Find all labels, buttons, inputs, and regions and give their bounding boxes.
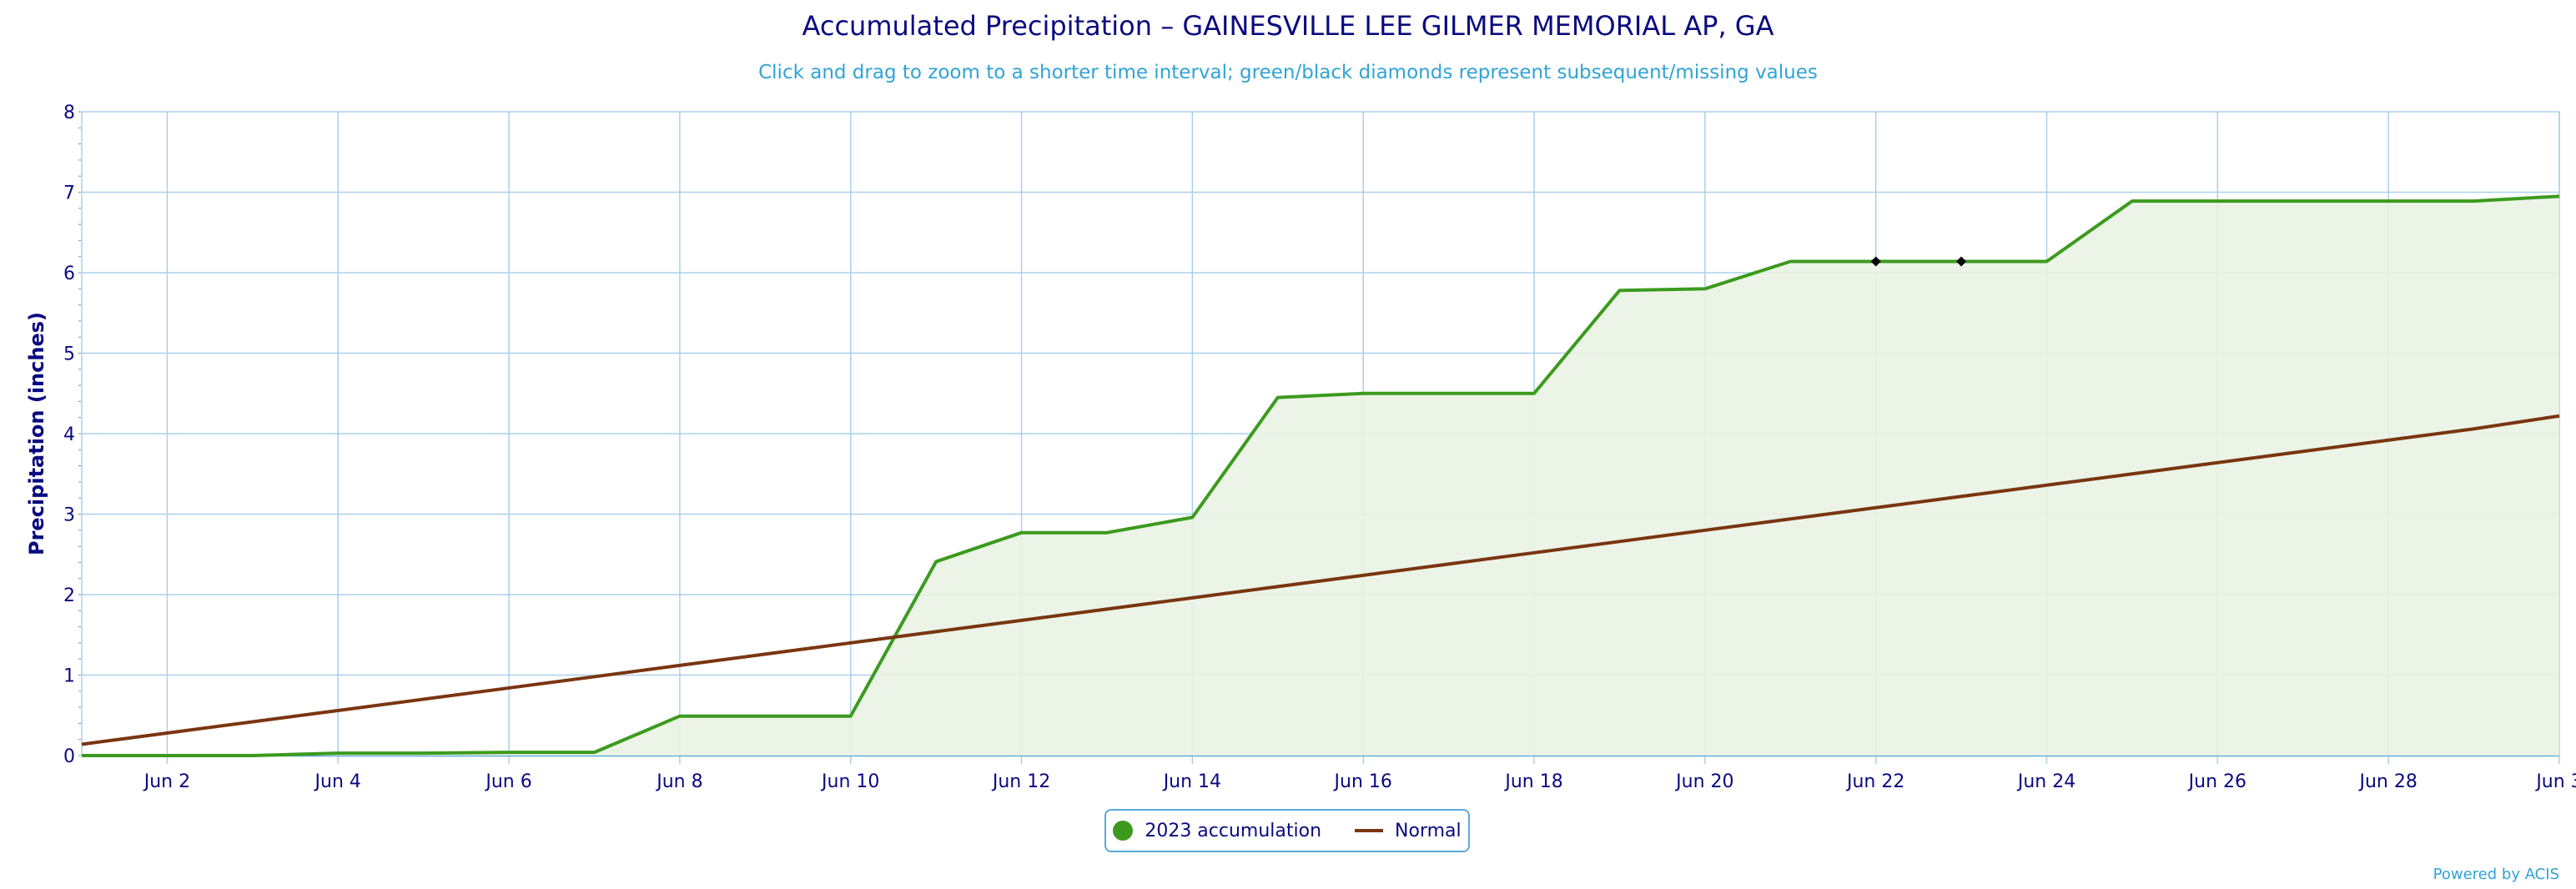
x-tick-label: Jun 24	[2016, 771, 2075, 792]
legend-label-normal: Normal	[1395, 820, 1462, 841]
x-tick-label: Jun 22	[1845, 771, 1904, 792]
x-tick-label: Jun 4	[314, 771, 361, 792]
series-line-accumulation	[82, 194, 2560, 757]
x-tick-label: Jun 16	[1333, 771, 1392, 792]
powered-by-credit[interactable]: Powered by ACIS	[2433, 866, 2559, 883]
x-tick-label: Jun 18	[1503, 771, 1562, 792]
legend-item-normal[interactable]: Normal	[1355, 821, 1462, 841]
legend-label-accumulation: 2023 accumulation	[1145, 820, 1322, 841]
missing-value-diamond	[1956, 256, 1967, 267]
x-tick-labels: Jun 2 Jun 4 Jun 6 Jun 8 Jun 10 Jun 12 Jun 14 Ju…	[143, 771, 2576, 792]
missing-value-diamond	[1870, 256, 1881, 267]
chart-subtitle: Click and drag to zoom to a shorter time…	[758, 62, 1818, 83]
y-tick-labels: 0 1 2 3 4 5 6 7 8	[63, 103, 75, 767]
x-tick-label: Jun 26	[2187, 771, 2246, 792]
y-tick-label: 3	[63, 505, 75, 526]
x-tick-label: Jun 28	[2357, 771, 2417, 792]
x-tick-label: Jun 3	[2534, 771, 2576, 792]
x-tick-label: Jun 14	[1162, 771, 1221, 792]
x-tick-label: Jun 20	[1674, 771, 1733, 792]
y-tick-label: 6	[63, 264, 75, 284]
x-tick-label: Jun 10	[820, 771, 879, 792]
series-line-normal	[81, 414, 2560, 746]
legend-item-accumulation[interactable]: 2023 accumulation	[1113, 821, 1321, 841]
y-tick-label: 1	[63, 666, 75, 687]
legend: 2023 accumulation Normal	[1104, 809, 1470, 852]
accumulation-area	[82, 196, 2559, 756]
legend-line-icon	[1355, 829, 1384, 832]
y-tick-label: 5	[63, 344, 75, 365]
x-tick-label: Jun 8	[655, 771, 702, 792]
chart-title: Accumulated Precipitation – GAINESVILLE …	[802, 10, 1774, 42]
y-tick-label: 4	[63, 424, 75, 445]
legend-circle-icon	[1113, 821, 1134, 841]
y-minor-ticks	[78, 111, 81, 756]
y-tick-label: 0	[63, 746, 75, 767]
missing-marker-layer	[1870, 256, 1967, 267]
y-tick-label: 8	[63, 103, 75, 123]
x-tick-label: Jun 12	[991, 771, 1050, 792]
y-tick-label: 7	[63, 183, 75, 204]
y-tick-label: 2	[63, 585, 75, 606]
series-layer	[81, 194, 2560, 757]
accumulation-area-layer	[82, 196, 2559, 756]
x-tick-label: Jun 2	[143, 771, 190, 792]
x-tick-label: Jun 6	[484, 771, 531, 792]
